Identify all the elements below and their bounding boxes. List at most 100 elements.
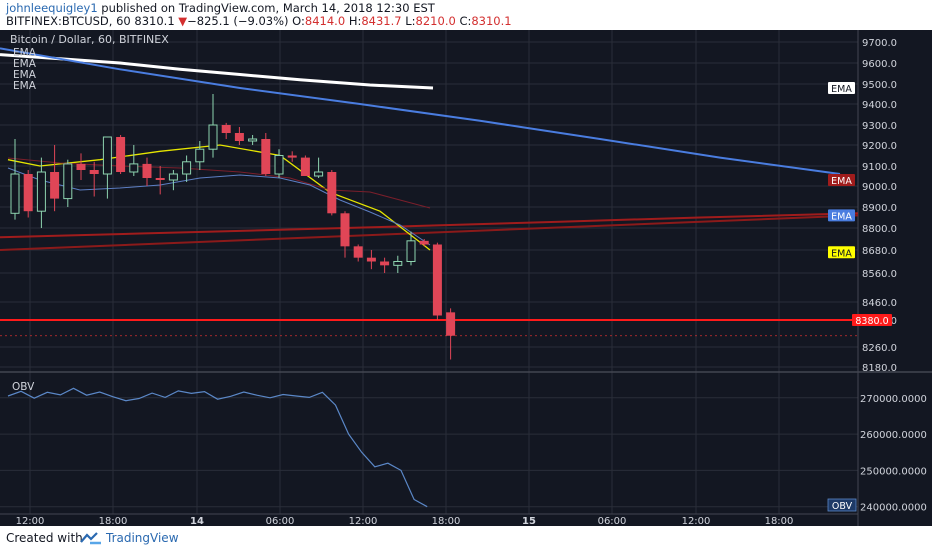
candle-body-33 bbox=[446, 312, 456, 336]
price-tag-label-2: EMA bbox=[831, 211, 852, 222]
tradingview-brand-link[interactable]: TradingView bbox=[106, 531, 179, 545]
price-tag-label-0: EMA bbox=[831, 84, 852, 95]
legend-title: Bitcoin / Dollar, 60, BITFINEX bbox=[10, 33, 169, 46]
time-tick-8: 12:00 bbox=[682, 516, 711, 526]
candle-body-30 bbox=[406, 240, 416, 262]
price-tag-label-4: 8380.0 bbox=[855, 316, 888, 327]
candle-body-8 bbox=[116, 137, 126, 172]
candle-body-27 bbox=[366, 257, 376, 262]
obv-tick-1: 260000.0000 bbox=[860, 430, 927, 441]
time-tick-3: 06:00 bbox=[266, 516, 295, 526]
tradingview-logo-icon bbox=[80, 532, 101, 545]
symbol-text: BITFINEX:BTCUSD, 60 bbox=[6, 14, 131, 28]
legend-item-0: EMA bbox=[13, 47, 37, 59]
time-tick-4: 12:00 bbox=[349, 516, 378, 526]
candle-body-15 bbox=[208, 124, 218, 150]
candle-body-13 bbox=[182, 161, 192, 175]
time-tick-0: 12:00 bbox=[16, 516, 45, 526]
price-tick-5: 9200.0 bbox=[862, 141, 897, 152]
candle-body-32 bbox=[432, 244, 442, 316]
candle-body-9 bbox=[129, 163, 139, 173]
price-tick-9: 8800.0 bbox=[862, 224, 897, 235]
candle-body-5 bbox=[76, 163, 86, 170]
high-label: H: bbox=[348, 14, 362, 28]
candle-body-11 bbox=[155, 178, 165, 180]
candle-body-31 bbox=[419, 240, 429, 245]
candle-body-12 bbox=[168, 173, 178, 181]
obv-tag-box bbox=[827, 498, 857, 512]
candle-body-4 bbox=[63, 163, 73, 200]
candle-body-16 bbox=[221, 125, 231, 133]
price-tick-12: 8460.0 bbox=[862, 298, 897, 309]
open-value: 8414.0 bbox=[304, 14, 346, 28]
candle-body-26 bbox=[353, 246, 363, 258]
candle-body-22 bbox=[300, 157, 310, 176]
candle-body-10 bbox=[142, 163, 152, 178]
time-tick-6: 15 bbox=[522, 516, 536, 526]
price-tick-10: 8680.0 bbox=[862, 246, 897, 257]
header-bar: johnleequigley1 published on TradingView… bbox=[0, 0, 932, 30]
candle-body-2 bbox=[36, 171, 46, 212]
price-tick-4: 9300.0 bbox=[862, 121, 897, 132]
obv-tick-0: 270000.0000 bbox=[860, 394, 927, 405]
time-tick-9: 18:00 bbox=[765, 516, 794, 526]
candle-body-21 bbox=[287, 155, 297, 158]
price-tick-1: 9600.0 bbox=[862, 59, 897, 70]
price-tick-3: 9400.0 bbox=[862, 100, 897, 111]
ema-line-1 bbox=[0, 47, 841, 175]
obv-tick-3: 240000.0000 bbox=[860, 503, 927, 514]
change-arrow-icon: ▼ bbox=[178, 14, 188, 28]
low-label: L: bbox=[405, 14, 416, 28]
obv-tick-2: 250000.0000 bbox=[860, 466, 927, 477]
candle-body-24 bbox=[327, 172, 337, 214]
low-value: 8210.0 bbox=[415, 14, 456, 28]
trend-line bbox=[0, 214, 859, 251]
price-tick-0: 9700.0 bbox=[862, 38, 897, 49]
ema-short-red-line bbox=[7, 157, 431, 209]
price-tick-14: 8260.0 bbox=[862, 343, 897, 354]
close-value: 8310.1 bbox=[471, 14, 512, 28]
legend-item-1: EMA bbox=[13, 58, 37, 70]
ema-line-3 bbox=[7, 144, 431, 251]
price-tick-7: 9000.0 bbox=[862, 182, 897, 193]
candle-body-14 bbox=[195, 148, 205, 163]
change-text: −825.1 (−9.03%) bbox=[187, 14, 289, 28]
time-tick-5: 18:00 bbox=[432, 516, 461, 526]
candle-body-19 bbox=[261, 139, 271, 174]
price-tag-box-1 bbox=[828, 174, 855, 186]
ema-line-2 bbox=[0, 212, 859, 239]
time-tick-1: 18:00 bbox=[99, 516, 128, 526]
candle-body-20 bbox=[274, 155, 284, 175]
author-link[interactable]: johnleequigley1 bbox=[6, 1, 98, 15]
candle-body-28 bbox=[380, 261, 390, 266]
legend-item-2: EMA bbox=[13, 69, 37, 81]
chart-area[interactable]: Bitcoin / Dollar, 60, BITFINEX EMA EMA EMA E… bbox=[0, 30, 932, 526]
price-tick-15: 8180.0 bbox=[862, 363, 897, 374]
price-tag-box-3 bbox=[828, 246, 855, 259]
price-tick-11: 8560.0 bbox=[862, 269, 897, 280]
price-chart[interactable]: Bitcoin / Dollar, 60, BITFINEXEMAEMAEMAE… bbox=[0, 30, 932, 526]
candle-body-29 bbox=[393, 261, 403, 266]
candle-body-7 bbox=[102, 136, 112, 175]
price-tick-2: 9500.0 bbox=[862, 80, 897, 91]
last-price: 8310.1 bbox=[134, 14, 175, 28]
obv-tag-label: OBV bbox=[832, 501, 853, 512]
created-with-text: Created with bbox=[6, 531, 83, 545]
candle-body-18 bbox=[248, 138, 258, 142]
candle-body-6 bbox=[89, 170, 99, 174]
open-label: O: bbox=[292, 14, 305, 28]
price-tag-label-3: EMA bbox=[831, 248, 852, 259]
candle-body-1 bbox=[23, 174, 33, 212]
price-tick-8: 8900.0 bbox=[862, 203, 897, 214]
obv-line bbox=[7, 387, 428, 508]
price-tag-box-4 bbox=[852, 314, 892, 326]
candle-body-25 bbox=[340, 213, 350, 247]
publish-info: johnleequigley1 published on TradingView… bbox=[6, 1, 435, 15]
candle-body-0 bbox=[10, 173, 20, 214]
footer-bar: Created with TradingView bbox=[0, 526, 932, 550]
ema-short-blue-line bbox=[7, 167, 431, 246]
candle-body-17 bbox=[234, 133, 244, 141]
price-tag-box-2 bbox=[828, 209, 855, 222]
high-value: 8431.7 bbox=[361, 14, 402, 28]
price-tag-box-0 bbox=[828, 82, 855, 94]
